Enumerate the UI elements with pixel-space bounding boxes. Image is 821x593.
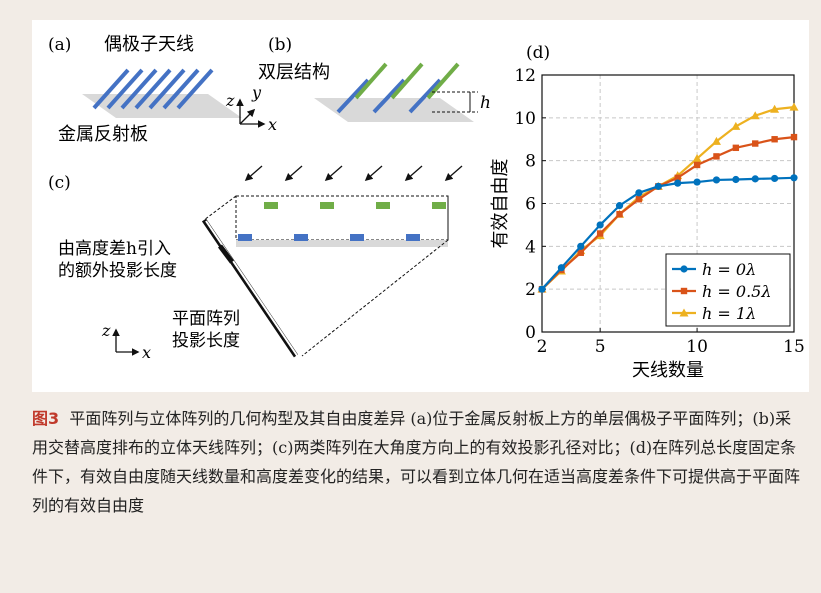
dipole [148, 68, 186, 110]
data-point [732, 144, 740, 152]
dipole-low [408, 78, 442, 114]
extra-projection-label-line2: 的额外投影长度 [58, 261, 177, 281]
axes-icon-c: z x [101, 321, 151, 362]
dipole [176, 68, 214, 110]
panel-d-label: (d) [526, 43, 550, 63]
y-tick-label: 6 [525, 195, 536, 215]
axis-z-label: z [225, 91, 235, 110]
axis-y-label: y [251, 83, 262, 102]
caption-text: 平面阵列与立体阵列的几何构型及其自由度差异 (a)位于金属反射板上方的单层偶极子… [32, 409, 801, 515]
ground-elements [238, 234, 420, 241]
projection-lines [201, 195, 449, 358]
y-tick-label: 12 [514, 66, 536, 86]
legend-entry: h = 1λ [702, 304, 756, 323]
y-tick-label: 8 [525, 152, 536, 172]
reflector-plate-c [236, 240, 448, 247]
y-tick-label: 2 [525, 280, 536, 300]
data-point [692, 154, 702, 163]
x-tick-label: 10 [686, 337, 708, 357]
y-axis-label: 有效自由度 [490, 159, 511, 249]
dipole-array-a [92, 68, 214, 110]
legend-swatch-marker [680, 287, 688, 295]
planar-projection-label-line1: 平面阵列 [172, 309, 240, 329]
reflector-plate-b [314, 98, 474, 122]
axis-x-label: x [268, 115, 277, 134]
caption-label: 图3 [32, 409, 60, 428]
data-point [732, 175, 740, 184]
dipole-high [390, 62, 424, 100]
elevated-elements [264, 202, 446, 209]
panel-c-label: (c) [48, 173, 71, 193]
data-point [615, 202, 624, 210]
y-tick-label: 10 [514, 109, 536, 129]
data-point [674, 174, 681, 181]
dipole-low [372, 78, 406, 114]
x-tick-label: 15 [783, 337, 805, 357]
figure-svg: (a) 偶极子天线 金属反射板 z y x (b) 双层结构 h (c) [48, 34, 805, 381]
data-point [635, 196, 643, 203]
planar-projection-label-line2: 投影长度 [172, 331, 240, 351]
panel-b-title: 双层结构 [258, 62, 330, 83]
dipole-array-b [336, 62, 460, 114]
data-point [577, 242, 585, 250]
data-point [771, 174, 779, 183]
figure-caption: 图3 平面阵列与立体阵列的几何构型及其自由度差异 (a)位于金属反射板上方的单层… [32, 404, 802, 520]
legend-swatch-marker [680, 265, 688, 273]
data-point [790, 174, 798, 182]
data-point [693, 161, 701, 169]
dipole [134, 68, 172, 110]
data-point [693, 178, 701, 186]
legend-entry: h = 0λ [702, 260, 756, 279]
panel-a-label: (a) [48, 35, 71, 55]
dipole [162, 68, 200, 110]
data-point [577, 249, 584, 256]
dipole [92, 68, 130, 110]
x-tick-label: 5 [595, 337, 606, 357]
data-point [770, 104, 780, 113]
data-point [751, 175, 759, 183]
data-point [596, 221, 604, 229]
dipole-low [336, 78, 370, 114]
axes-icon: z y x [225, 83, 277, 134]
axis-x-label-c: x [142, 343, 151, 362]
data-point [712, 176, 721, 184]
reflector-label: 金属反射板 [58, 124, 148, 145]
panel-b-label: (b) [268, 35, 292, 55]
y-tick-label: 4 [525, 237, 536, 257]
panel-a-title: 偶极子天线 [104, 34, 194, 55]
data-point [711, 136, 721, 145]
series-line [541, 136, 795, 290]
reflector-plate-a [82, 94, 242, 118]
extra-projection-label-line1: 由高度差h引入 [58, 239, 171, 259]
data-point [557, 264, 565, 272]
incident-arrows [244, 165, 463, 182]
data-point [635, 189, 643, 197]
dipole [106, 68, 144, 110]
data-point [654, 182, 662, 190]
data-point [752, 140, 759, 147]
data-point [731, 121, 741, 130]
height-marker: h [432, 91, 491, 113]
figure-panel: (a) 偶极子天线 金属反射板 z y x (b) 双层结构 h (c) [32, 20, 809, 392]
x-axis-label: 天线数量 [632, 360, 704, 381]
dipole-high [426, 62, 460, 100]
x-tick-label: 2 [537, 337, 548, 357]
axis-z-label-c: z [101, 321, 111, 340]
data-point [713, 153, 720, 160]
y-tick-label: 0 [525, 323, 536, 343]
data-point [616, 211, 623, 218]
dipole [120, 68, 158, 110]
dipole-high [354, 62, 388, 100]
data-point [789, 102, 799, 111]
data-point [596, 230, 604, 237]
data-point [790, 133, 798, 141]
data-point [771, 136, 778, 143]
legend-swatch-marker [679, 308, 689, 317]
legend-entry: h = 0.5λ [702, 282, 771, 301]
data-point [538, 285, 546, 293]
data-point [674, 179, 682, 187]
height-label: h [480, 93, 491, 113]
data-point [750, 111, 760, 120]
